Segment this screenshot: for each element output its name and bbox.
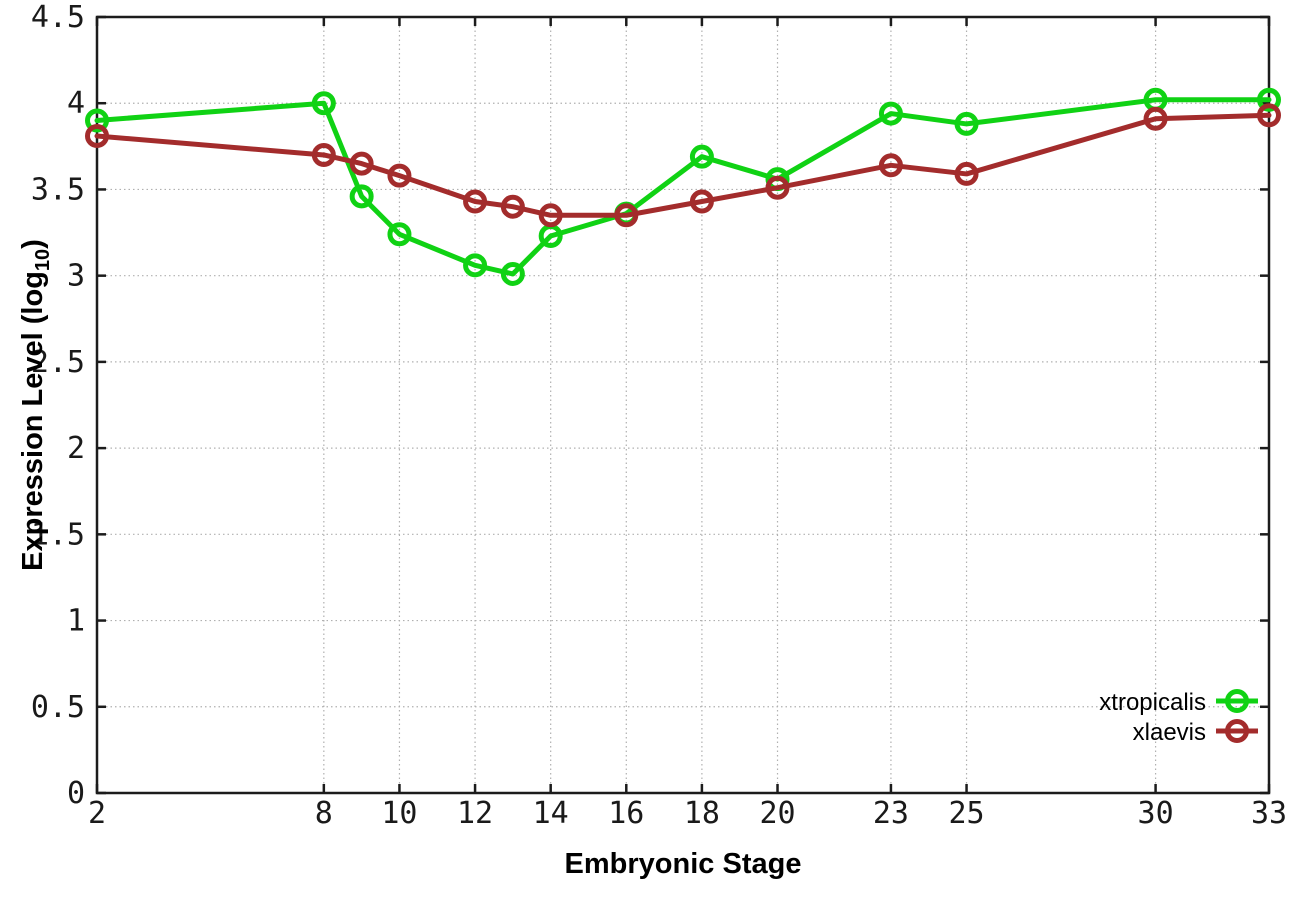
data-point-xlaevis: [765, 175, 790, 200]
data-point-xtropicalis: [85, 108, 109, 133]
legend-label-xlaevis: xlaevis: [1133, 719, 1206, 746]
data-point-xlaevis: [463, 189, 488, 214]
y-tick-label: 2.5: [31, 345, 85, 380]
x-tick-label: 23: [873, 796, 909, 831]
legend-marker-xlaevis: [1225, 719, 1249, 743]
y-tick-label: 1.5: [31, 517, 85, 552]
data-point-xlaevis: [1257, 103, 1281, 128]
y-tick-label: 3.5: [31, 172, 85, 207]
plot-border: [95, 15, 1271, 795]
x-tick-label: 14: [533, 796, 569, 831]
data-point-xlaevis: [1143, 106, 1168, 131]
data-point-xtropicalis: [500, 261, 525, 286]
legend-marker-xtropicalis: [1225, 689, 1249, 713]
x-tick-label: 20: [759, 796, 795, 831]
data-point-xlaevis: [349, 151, 374, 176]
series-line-xlaevis: [94, 112, 1272, 218]
x-tick-label: 33: [1251, 796, 1287, 831]
x-tick-label: 12: [457, 796, 493, 831]
x-tick-label: 8: [315, 796, 333, 831]
data-point-xlaevis: [954, 161, 979, 186]
y-tick-label: 4: [67, 86, 85, 121]
y-tick-label: 0: [67, 776, 85, 811]
y-tick-label: 3: [67, 259, 85, 294]
y-axis-title: Expression Level (log10): [17, 239, 54, 571]
data-point-xtropicalis: [878, 101, 903, 126]
x-tick-label: 2: [88, 796, 106, 831]
data-point-xtropicalis: [1257, 87, 1281, 112]
x-tick-label: 16: [608, 796, 644, 831]
y-tick-label: 1: [67, 604, 85, 639]
y-tick-label: 2: [67, 431, 85, 466]
data-point-xlaevis: [85, 123, 109, 148]
data-point-xtropicalis: [954, 111, 979, 136]
x-tick-label: 30: [1138, 796, 1174, 831]
data-point-xlaevis: [878, 153, 903, 178]
y-tick-label: 4.5: [31, 0, 85, 35]
x-tick-label: 10: [381, 796, 417, 831]
x-tick-label: 25: [948, 796, 984, 831]
data-point-xtropicalis: [463, 253, 488, 278]
data-point-xlaevis: [311, 142, 336, 167]
data-point-xtropicalis: [689, 144, 714, 169]
data-point-xtropicalis: [349, 184, 374, 209]
data-point-xlaevis: [538, 203, 563, 228]
data-point-xlaevis: [689, 189, 714, 214]
data-point-xlaevis: [387, 163, 412, 188]
data-point-xlaevis: [500, 194, 525, 219]
data-point-xtropicalis: [387, 222, 412, 247]
data-point-xlaevis: [614, 203, 639, 228]
y-tick-label: 0.5: [31, 690, 85, 725]
x-axis-title: Embryonic Stage: [565, 848, 802, 880]
legend-label-xtropicalis: xtropicalis: [1099, 689, 1206, 716]
data-point-xtropicalis: [311, 91, 336, 116]
x-tick-label: 18: [684, 796, 720, 831]
